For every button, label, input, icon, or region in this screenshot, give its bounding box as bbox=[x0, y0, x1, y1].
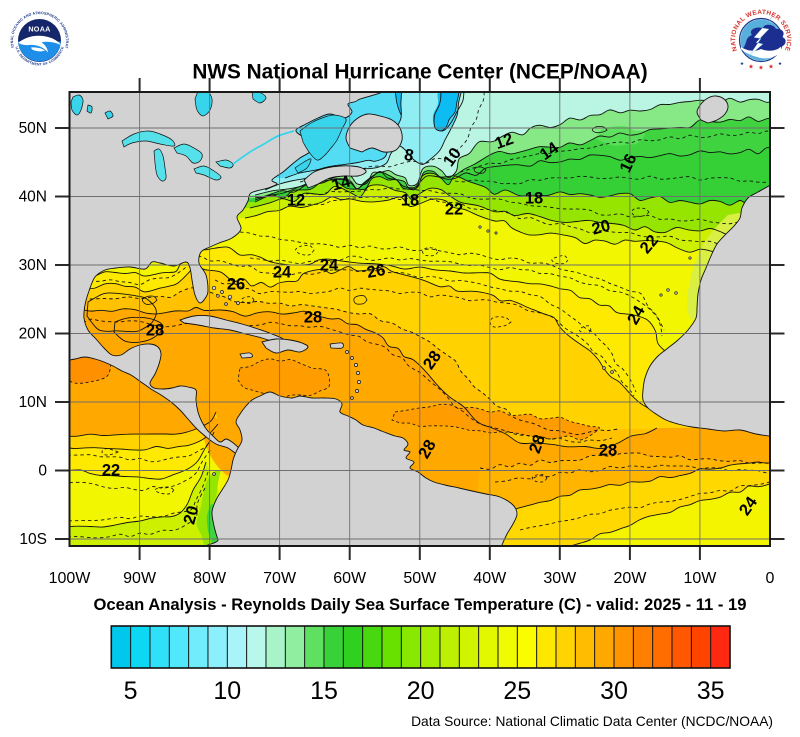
svg-text:50W: 50W bbox=[403, 570, 437, 587]
svg-text:26: 26 bbox=[227, 276, 245, 294]
svg-text:0: 0 bbox=[766, 570, 775, 587]
svg-text:30N: 30N bbox=[19, 257, 47, 274]
svg-text:30: 30 bbox=[600, 677, 628, 705]
svg-text:NOAA: NOAA bbox=[28, 25, 50, 34]
svg-text:22: 22 bbox=[445, 201, 463, 219]
svg-text:28: 28 bbox=[304, 309, 322, 327]
svg-text:100W: 100W bbox=[49, 570, 92, 587]
svg-text:22: 22 bbox=[102, 462, 120, 480]
svg-text:20N: 20N bbox=[19, 326, 47, 343]
svg-text:20W: 20W bbox=[613, 570, 647, 587]
svg-text:40W: 40W bbox=[473, 570, 507, 587]
svg-text:10W: 10W bbox=[683, 570, 717, 587]
svg-text:35: 35 bbox=[697, 677, 725, 705]
svg-text:14: 14 bbox=[330, 172, 353, 194]
svg-text:NWS National Hurricane Center: NWS National Hurricane Center (NCEP/NOAA… bbox=[192, 61, 647, 84]
svg-text:25: 25 bbox=[503, 677, 531, 705]
svg-text:0: 0 bbox=[38, 463, 47, 480]
svg-text:Ocean Analysis - Reynolds Dail: Ocean Analysis - Reynolds Daily Sea Surf… bbox=[94, 595, 747, 614]
svg-text:30W: 30W bbox=[543, 570, 577, 587]
svg-text:15: 15 bbox=[310, 677, 338, 705]
svg-text:8: 8 bbox=[403, 146, 415, 165]
svg-text:10: 10 bbox=[213, 677, 241, 705]
svg-text:90W: 90W bbox=[123, 570, 157, 587]
svg-text:12: 12 bbox=[287, 192, 305, 210]
svg-text:60W: 60W bbox=[333, 570, 367, 587]
svg-text:28: 28 bbox=[526, 432, 549, 455]
svg-text:10N: 10N bbox=[19, 394, 47, 411]
svg-text:24: 24 bbox=[320, 257, 339, 275]
svg-text:Data Source: National Climatic: Data Source: National Climatic Data Cent… bbox=[411, 714, 773, 729]
svg-text:40N: 40N bbox=[19, 189, 47, 206]
svg-text:80W: 80W bbox=[193, 570, 227, 587]
svg-text:5: 5 bbox=[124, 677, 138, 705]
svg-text:28: 28 bbox=[146, 322, 164, 340]
svg-text:20: 20 bbox=[407, 677, 435, 705]
svg-text:28: 28 bbox=[599, 442, 617, 460]
svg-text:20: 20 bbox=[590, 216, 612, 238]
svg-text:18: 18 bbox=[401, 192, 419, 210]
svg-text:24: 24 bbox=[273, 264, 292, 282]
svg-text:50N: 50N bbox=[19, 120, 47, 137]
svg-text:10S: 10S bbox=[19, 531, 47, 548]
svg-text:18: 18 bbox=[525, 190, 543, 208]
svg-text:20: 20 bbox=[180, 504, 202, 526]
svg-text:70W: 70W bbox=[263, 570, 297, 587]
svg-text:12: 12 bbox=[492, 130, 515, 153]
svg-text:26: 26 bbox=[365, 261, 386, 282]
